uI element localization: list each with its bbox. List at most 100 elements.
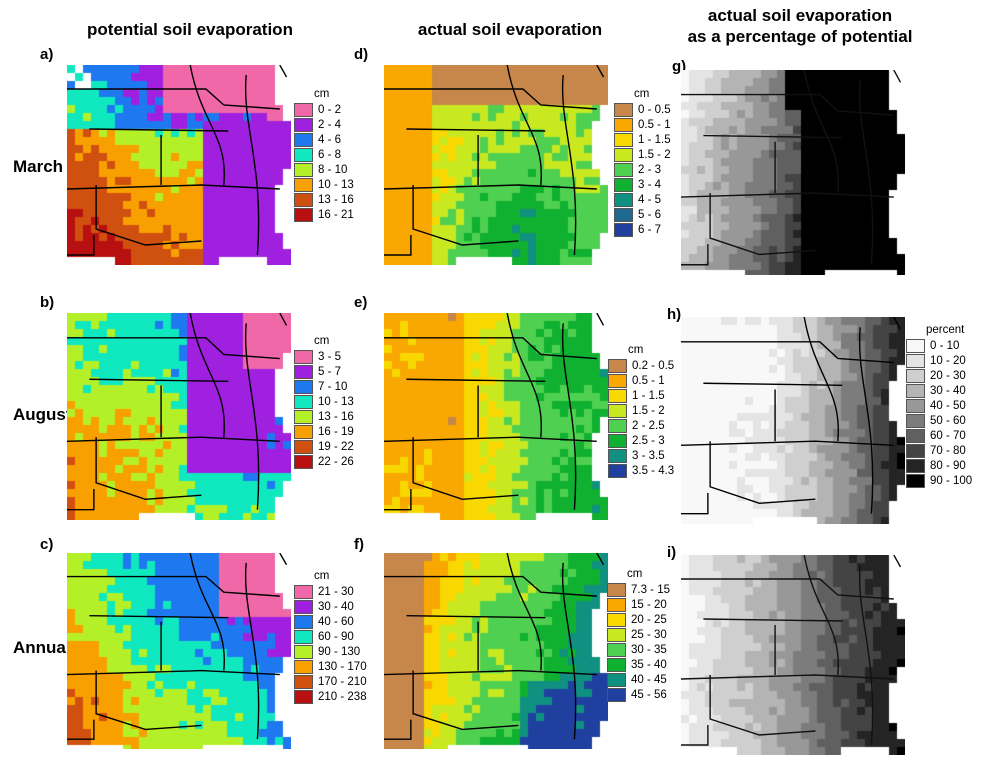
legend-unit-b: cm [314, 335, 330, 347]
boundary-line-g-7 [681, 244, 709, 266]
legend-swatch [294, 192, 313, 207]
legend-entry-c-7: 210 - 238 [294, 689, 367, 704]
legend-entry-a-0: 0 - 2 [294, 102, 354, 117]
legend-unit-d: cm [634, 88, 650, 100]
legend-swatch [294, 689, 313, 704]
boundary-line-f-2 [384, 669, 597, 676]
boundary-line-a-7 [67, 235, 95, 256]
legend-label: 0.5 - 1 [632, 374, 665, 387]
legend-swatch [906, 428, 925, 443]
map-panel-c [67, 553, 331, 769]
legend-swatch [294, 599, 313, 614]
map-panel-i [681, 555, 945, 775]
legend-entry-f-4: 30 - 35 [607, 642, 670, 657]
boundary-line-c-5 [244, 562, 260, 740]
legend-f: cm 7.3 - 15 15 - 20 20 - 25 25 - 30 30 - 35 35… [607, 566, 670, 702]
legend-swatch [294, 117, 313, 132]
legend-entry-c-6: 170 - 210 [294, 674, 367, 689]
legend-label: 2 - 2.5 [632, 419, 665, 432]
boundary-line-f-8 [596, 553, 605, 566]
legend-swatch [614, 162, 633, 177]
boundary-line-a-0 [67, 88, 280, 110]
legend-entry-b-7: 22 - 26 [294, 454, 354, 469]
legend-swatch [608, 358, 627, 373]
legend-label: 15 - 20 [631, 598, 667, 611]
boundary-line-g-1 [703, 134, 843, 139]
legend-swatch [607, 627, 626, 642]
legend-entry-b-3: 10 - 13 [294, 394, 354, 409]
boundary-line-a-4 [189, 65, 225, 186]
boundary-line-b-7 [67, 488, 95, 511]
boundary-line-f-5 [561, 562, 577, 740]
boundary-line-f-0 [384, 575, 597, 597]
legend-label: 2.5 - 3 [632, 434, 665, 447]
legend-e: cm 0.2 - 0.5 0.5 - 1 1 - 1.5 1.5 - 2 2 - 2.5 2… [608, 342, 674, 478]
legend-swatch [294, 394, 313, 409]
legend-entry-a-1: 2 - 4 [294, 117, 354, 132]
legend-label: 0 - 0.5 [638, 103, 671, 116]
legend-label: 3 - 5 [318, 350, 342, 363]
legend-label: 60 - 90 [318, 630, 354, 643]
legend-label: 8 - 10 [318, 163, 348, 176]
legend-swatch [294, 674, 313, 689]
boundary-line-d-2 [384, 184, 597, 190]
panel-letter-d: d) [354, 46, 369, 63]
legend-swatch [607, 597, 626, 612]
legend-swatch [614, 192, 633, 207]
legend-swatch [608, 373, 627, 388]
legend-swatch [906, 443, 925, 458]
legend-swatch [906, 353, 925, 368]
legend-entry-c-0: 21 - 30 [294, 584, 367, 599]
legend-swatch [906, 368, 925, 383]
legend-entry-b-5: 16 - 19 [294, 424, 354, 439]
column-title-potential: potential soil evaporation [87, 20, 293, 39]
legend-entry-e-7: 3.5 - 4.3 [608, 463, 674, 478]
legend-swatch [614, 207, 633, 222]
legend-label: 7 - 10 [318, 380, 348, 393]
legend-swatch [294, 629, 313, 644]
panel-letter-b: b) [40, 294, 55, 311]
boundary-lines-f [384, 553, 605, 740]
legend-entry-b-6: 19 - 22 [294, 439, 354, 454]
boundary-line-a-2 [67, 184, 280, 190]
legend-swatch [906, 458, 925, 473]
legend-swatch [294, 207, 313, 222]
boundary-line-b-8 [279, 313, 288, 326]
legend-entry-c-4: 90 - 130 [294, 644, 367, 659]
legend-label: 20 - 30 [930, 369, 966, 382]
boundary-line-f-4 [506, 553, 542, 671]
legend-swatch [607, 687, 626, 702]
legend-label: 3 - 4 [638, 178, 662, 191]
legend-label: 5 - 6 [638, 208, 662, 221]
legend-swatch [608, 388, 627, 403]
legend-entry-d-8: 6 - 7 [614, 222, 671, 237]
boundary-line-b-3 [95, 437, 202, 501]
legend-swatch [608, 448, 627, 463]
boundary-line-d-1 [406, 128, 546, 132]
legend-entry-e-2: 1 - 1.5 [608, 388, 674, 403]
legend-swatch [607, 642, 626, 657]
boundary-line-b-5 [244, 323, 260, 510]
boundary-line-i-3 [709, 675, 816, 736]
legend-label: 80 - 90 [930, 459, 966, 472]
legend-entry-f-1: 15 - 20 [607, 597, 670, 612]
map-panel-g [681, 70, 945, 295]
boundary-line-d-7 [384, 235, 412, 256]
legend-label: 4 - 5 [638, 193, 662, 206]
legend-label: 1.5 - 2 [632, 404, 665, 417]
legend-swatch [906, 473, 925, 488]
legend-label: 10 - 13 [318, 395, 354, 408]
boundary-line-i-4 [803, 555, 839, 676]
legend-label: 90 - 130 [318, 645, 361, 658]
legend-label: 1 - 1.5 [638, 133, 671, 146]
legend-entry-h-4: 40 - 50 [906, 398, 972, 413]
legend-label: 6 - 8 [318, 148, 342, 161]
legend-swatch [294, 659, 313, 674]
legend-label: 10 - 20 [930, 354, 966, 367]
boundary-line-a-8 [279, 65, 288, 78]
legend-entry-c-2: 40 - 60 [294, 614, 367, 629]
row-label-august: August [13, 405, 72, 424]
legend-entry-e-3: 1.5 - 2 [608, 403, 674, 418]
boundary-lines-e [384, 313, 605, 511]
legend-entry-h-9: 90 - 100 [906, 473, 972, 488]
